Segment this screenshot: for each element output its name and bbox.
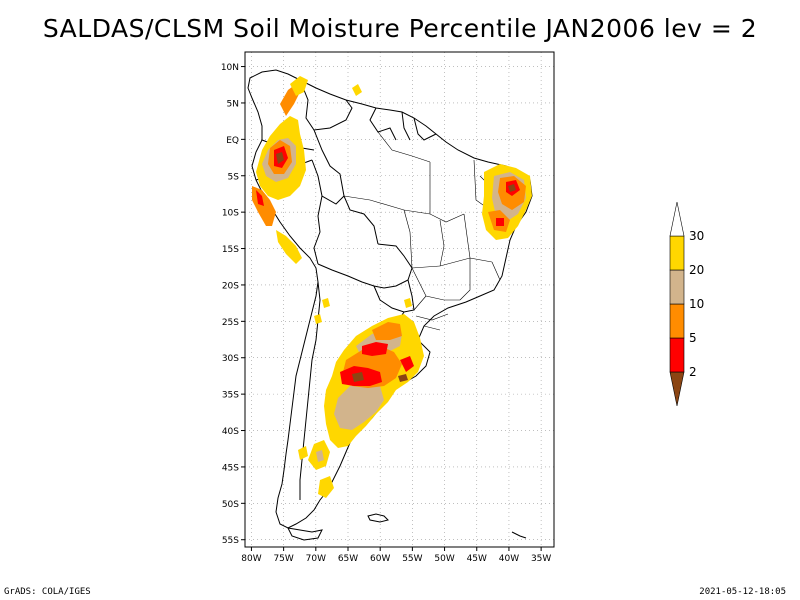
falklands-outline <box>367 513 389 523</box>
legend-bin-lower-triangle <box>669 371 685 407</box>
brazil-state-lines <box>343 131 521 331</box>
legend-bin <box>669 235 685 271</box>
legend-bin <box>669 337 685 373</box>
map-title: SALDAS/CLSM Soil Moisture Percentile JAN… <box>42 14 758 43</box>
region-peru-coast-red <box>256 190 264 206</box>
legend-label: 20 <box>689 263 704 277</box>
lat-label: 55S <box>222 536 239 546</box>
lon-label: 40W <box>499 554 519 564</box>
lat-label: EQ <box>226 136 239 146</box>
legend-label: 2 <box>689 365 697 379</box>
lon-label: 75W <box>273 554 293 564</box>
lat-label: 35S <box>222 391 239 401</box>
lat-label: 20S <box>222 281 239 291</box>
region-venezuela-yellow <box>290 76 362 96</box>
colorbar-legend: 2 5 10 20 30 <box>669 201 704 407</box>
lat-label: 30S <box>222 354 239 364</box>
border-colombia-peru-brazil <box>313 129 345 197</box>
footer-credit: GrADS: COLA/IGES <box>4 587 91 597</box>
border-venezuela-guyana <box>369 107 397 141</box>
lat-label: 5N <box>227 99 239 109</box>
region-central-yellow-specks <box>314 298 412 324</box>
lon-label: 35W <box>531 554 551 564</box>
region-peru-coast-yellow <box>276 230 302 264</box>
map-frame <box>244 51 555 548</box>
border-guyana-suriname <box>401 111 411 141</box>
legend-bin-upper-triangle <box>669 201 685 237</box>
lat-label: 50S <box>222 500 239 510</box>
border-suriname-fguiana <box>413 117 437 141</box>
lon-label: 70W <box>306 554 326 564</box>
legend-bin <box>669 303 685 339</box>
lon-label: 60W <box>370 554 390 564</box>
lon-label: 80W <box>241 554 261 564</box>
lon-label: 45W <box>467 554 487 564</box>
lon-label: 55W <box>402 554 422 564</box>
border-peru-bolivia <box>313 195 323 265</box>
legend-bin <box>669 269 685 305</box>
lat-label: 15S <box>222 245 239 255</box>
border-bolivia-paraguay-argentina <box>317 263 385 289</box>
soil-moisture-shading <box>252 76 532 498</box>
region-ne-brazil-red <box>496 180 520 226</box>
legend-label: 10 <box>689 297 704 311</box>
lon-label: 65W <box>338 554 358 564</box>
legend-label: 5 <box>689 331 697 345</box>
lat-label: 25S <box>222 318 239 328</box>
lon-label: 50W <box>434 554 454 564</box>
latitude-labels: 10N 5N EQ 5S 10S 15S 20S 25S 30S 35S 40S 45S 50S 55S <box>221 63 245 546</box>
region-patagonia-tan <box>316 450 324 462</box>
footer-timestamp: 2021-05-12-18:05 <box>699 587 786 597</box>
longitude-labels: 80W 75W 70W 65W 60W 55W 50W 45W 40W 35W <box>241 547 551 564</box>
lat-label: 5S <box>228 172 240 182</box>
region-ne-brazil-brown <box>508 184 516 192</box>
tierra-del-fuego-outline <box>287 527 323 541</box>
region-patagonia-yellow <box>298 440 334 498</box>
border-colombia-venezuela <box>299 79 353 131</box>
legend-label: 30 <box>689 229 704 243</box>
lat-label: 40S <box>222 427 239 437</box>
border-bolivia-brazil <box>377 243 413 289</box>
lat-label: 10N <box>221 63 239 73</box>
south-georgia-outline <box>511 531 527 539</box>
region-andes-north-brown <box>276 152 284 164</box>
lat-label: 45S <box>222 463 239 473</box>
lat-label: 10S <box>222 209 239 219</box>
region-south-tan <box>334 328 402 430</box>
region-south-brown <box>352 372 408 382</box>
border-peru-brazil-bolivia <box>311 159 379 245</box>
